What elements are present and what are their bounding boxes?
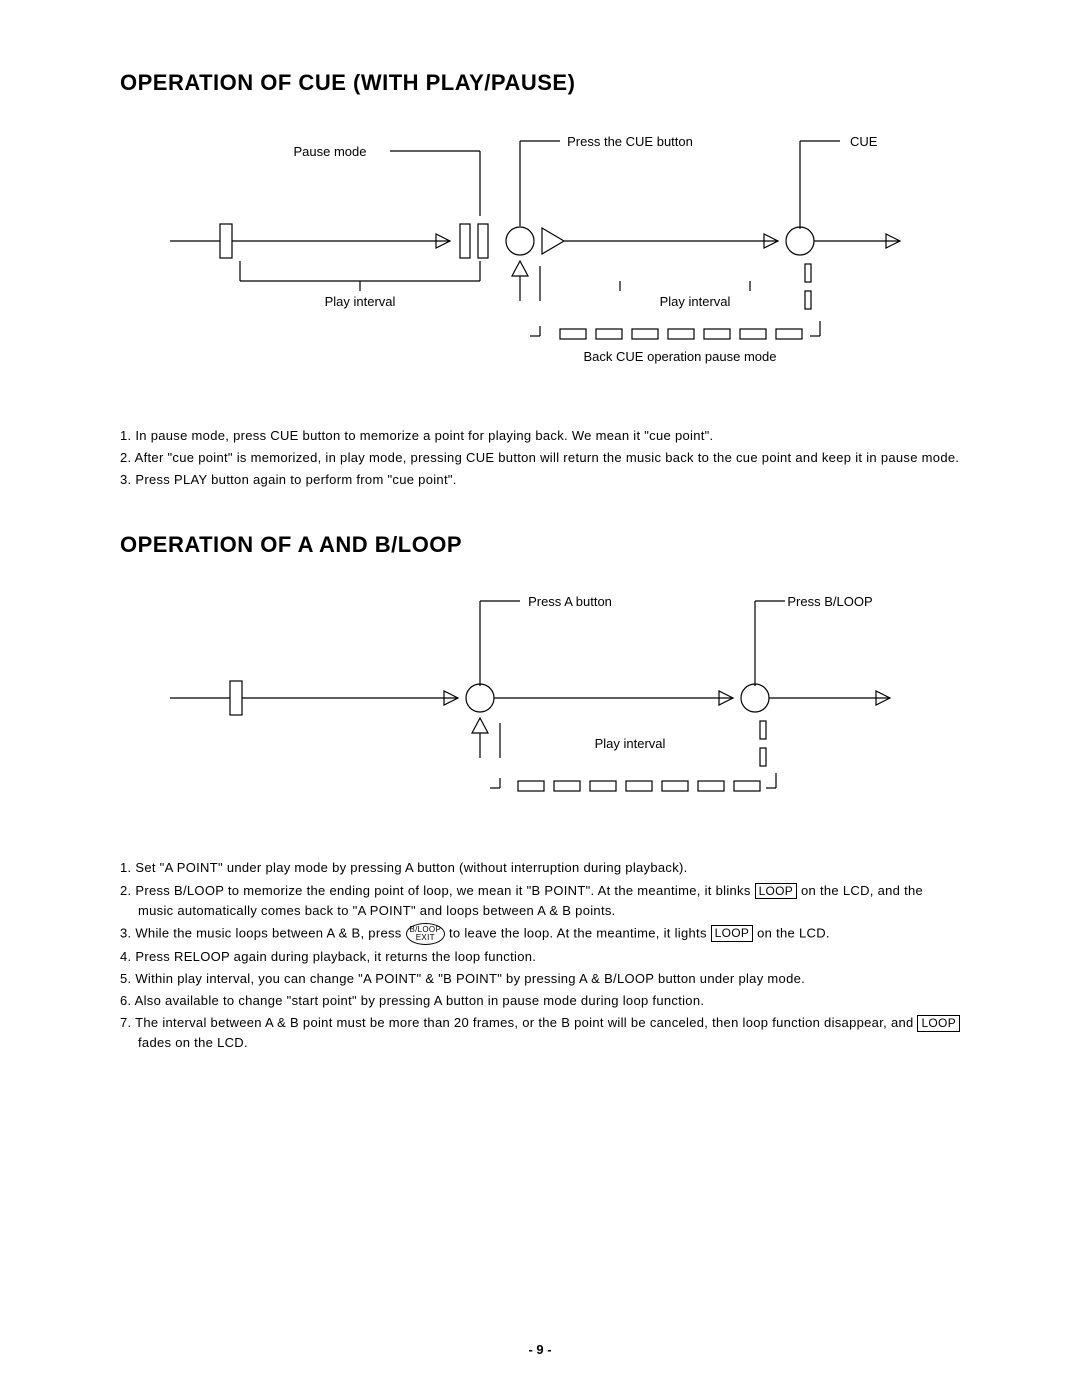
cue-diagram-wrap: Pause mode Press the CUE button CUE	[120, 116, 960, 396]
manual-page: OPERATION OF CUE (WITH PLAY/PAUSE) Pause…	[0, 0, 1080, 1397]
s2-step7: 7. The interval between A & B point must…	[120, 1013, 960, 1053]
loop-diagram-wrap: Press A button Press B/LOOP	[120, 578, 960, 828]
lbl-pause-mode: Pause mode	[294, 144, 367, 159]
section2-title: OPERATION OF A AND B/LOOP	[120, 532, 960, 558]
cue-diagram: Pause mode Press the CUE button CUE	[160, 116, 920, 396]
section1-title: OPERATION OF CUE (WITH PLAY/PAUSE)	[120, 70, 960, 96]
lbl-play-int-left: Play interval	[325, 294, 396, 309]
s1-step1: 1. In pause mode, press CUE button to me…	[120, 426, 960, 446]
bloop-exit-icon: B/LOOPEXIT	[406, 923, 446, 945]
s2-step4: 4. Press RELOOP again during playback, i…	[120, 947, 960, 967]
lbl-play-int-right: Play interval	[660, 294, 731, 309]
lbl-play-int2: Play interval	[595, 736, 666, 751]
s2-step2: 2. Press B/LOOP to memorize the ending p…	[120, 881, 960, 921]
s2-step6: 6. Also available to change "start point…	[120, 991, 960, 1011]
s2-step5: 5. Within play interval, you can change …	[120, 969, 960, 989]
lbl-cue: CUE	[850, 134, 878, 149]
s2-step1: 1. Set "A POINT" under play mode by pres…	[120, 858, 960, 878]
page-number: - 9 -	[0, 1342, 1080, 1357]
s1-step2: 2. After "cue point" is memorized, in pl…	[120, 448, 960, 468]
lbl-press-bloop: Press B/LOOP	[787, 594, 872, 609]
s1-step3: 3. Press PLAY button again to perform fr…	[120, 470, 960, 490]
loop-diagram: Press A button Press B/LOOP	[160, 578, 920, 828]
s2-step3: 3. While the music loops between A & B, …	[120, 923, 960, 945]
lbl-back-cue: Back CUE operation pause mode	[584, 349, 777, 364]
loop-box: LOOP	[755, 883, 798, 899]
lbl-press-a: Press A button	[528, 594, 612, 609]
section2-steps: 1. Set "A POINT" under play mode by pres…	[120, 858, 960, 1053]
lbl-press-cue: Press the CUE button	[567, 134, 693, 149]
section1-steps: 1. In pause mode, press CUE button to me…	[120, 426, 960, 490]
loop-box: LOOP	[711, 925, 754, 941]
loop-box: LOOP	[917, 1015, 960, 1031]
